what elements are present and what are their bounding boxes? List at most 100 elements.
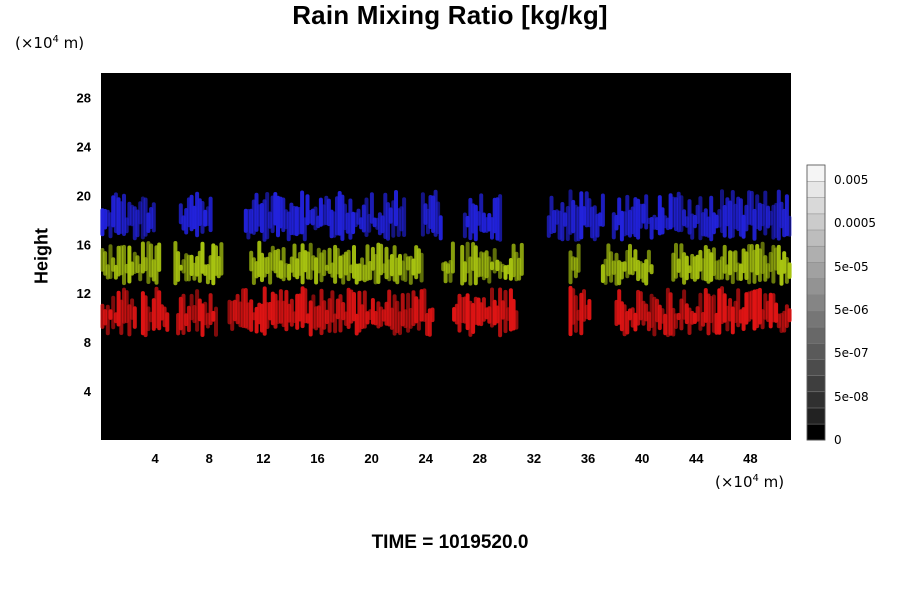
x-tick-label: 32 bbox=[527, 451, 541, 466]
layer-1-cell bbox=[787, 262, 792, 279]
layer-1-cell bbox=[308, 242, 313, 280]
layer-2-cell bbox=[514, 310, 519, 330]
layer-0 bbox=[100, 189, 792, 242]
colorbar-swatch bbox=[806, 213, 826, 231]
colorbar-label: 0.0005 bbox=[834, 216, 876, 230]
colorbar-label: 5e-07 bbox=[834, 346, 869, 360]
colorbar-swatch bbox=[806, 391, 826, 409]
layer-0-cell bbox=[208, 196, 213, 233]
colorbar-swatch bbox=[806, 229, 826, 247]
layer-0-cell bbox=[660, 207, 665, 235]
layer-1-cell bbox=[684, 255, 689, 281]
x-axis-unit: (×104 m) bbox=[715, 473, 785, 491]
layer-2-cell bbox=[214, 306, 218, 337]
y-tick-label: 12 bbox=[77, 286, 91, 301]
colorbar-swatch bbox=[806, 164, 826, 182]
colorbar-swatch bbox=[806, 310, 826, 328]
y-tick-label: 8 bbox=[84, 335, 91, 350]
layer-0-cell bbox=[438, 215, 443, 241]
colorbar-swatch bbox=[806, 423, 826, 441]
x-tick-label: 28 bbox=[473, 451, 487, 466]
layer-1-cell bbox=[450, 241, 455, 274]
layer-2-cell bbox=[157, 290, 162, 331]
y-tick-label: 4 bbox=[84, 384, 92, 399]
y-tick-label: 28 bbox=[77, 90, 91, 105]
layer-1 bbox=[100, 240, 792, 286]
x-tick-label: 44 bbox=[689, 451, 704, 466]
layer-0-cell bbox=[369, 192, 374, 224]
layer-0-cell bbox=[560, 202, 565, 242]
y-tick-label: 24 bbox=[77, 139, 92, 154]
colorbar-swatch bbox=[806, 342, 826, 360]
colorbar-frame bbox=[806, 164, 826, 441]
layer-2-cell bbox=[132, 306, 137, 329]
layer-2-cell bbox=[422, 288, 427, 322]
layer-1-cell bbox=[609, 251, 614, 283]
layer-0-cell bbox=[579, 191, 584, 240]
colorbar-label: 5e-05 bbox=[834, 260, 869, 274]
colorbar-swatch bbox=[806, 245, 826, 263]
layer-2-cell bbox=[146, 306, 151, 332]
layer-2-cell bbox=[587, 299, 592, 321]
layer-0-cell bbox=[600, 193, 605, 227]
colorbar-label: 5e-06 bbox=[834, 303, 869, 317]
x-tick-label: 36 bbox=[581, 451, 595, 466]
x-tick-label: 8 bbox=[206, 451, 213, 466]
layer-2-cell bbox=[498, 287, 503, 338]
x-tick-label: 16 bbox=[310, 451, 324, 466]
layer-1-cell bbox=[219, 242, 224, 276]
x-tick-label: 48 bbox=[743, 451, 757, 466]
layer-0-cell bbox=[776, 189, 781, 241]
layer-1-cell bbox=[487, 256, 492, 284]
layer-1-cell bbox=[649, 264, 654, 275]
layer-1-cell bbox=[419, 252, 424, 283]
layer-2-cell bbox=[787, 308, 792, 323]
x-tick-label: 4 bbox=[152, 451, 160, 466]
colorbar-swatch bbox=[806, 407, 826, 425]
colorbar-swatch bbox=[806, 261, 826, 279]
colorbar-label: 0.005 bbox=[834, 173, 868, 187]
colorbar-swatch bbox=[806, 358, 826, 376]
layer-1-cell bbox=[576, 243, 581, 273]
y-axis-unit: (×104 m) bbox=[15, 34, 85, 52]
layer-0-cell bbox=[420, 192, 425, 237]
layer-2 bbox=[100, 285, 792, 338]
colorbar: 0.005 0.0005 5e-05 5e-06 5e-07 5e-08 0 bbox=[806, 164, 876, 447]
colorbar-swatch bbox=[806, 326, 826, 344]
plot-area bbox=[100, 73, 792, 440]
layer-2-cell bbox=[430, 307, 435, 323]
layer-2-cell bbox=[249, 299, 254, 332]
colorbar-swatch bbox=[806, 294, 826, 312]
layer-2-cell bbox=[105, 304, 110, 336]
layer-1-cell bbox=[346, 249, 351, 282]
layer-1-cell bbox=[322, 249, 327, 277]
time-label: TIME = 1019520.0 bbox=[371, 532, 529, 553]
y-tick-label: 16 bbox=[77, 237, 91, 252]
colorbar-swatch bbox=[806, 180, 826, 198]
x-tick-label: 12 bbox=[256, 451, 270, 466]
layer-2-cell bbox=[165, 312, 170, 332]
chart-title: Rain Mixing Ratio [kg/kg] bbox=[292, 0, 608, 30]
layer-0-cell bbox=[200, 201, 205, 234]
layer-2-cell bbox=[352, 292, 356, 322]
layer-2-cell bbox=[503, 289, 508, 334]
layer-1-cell bbox=[122, 244, 126, 286]
layer-0-cell bbox=[402, 197, 407, 237]
layer-0-cell bbox=[787, 215, 792, 237]
layer-2-cell bbox=[111, 295, 116, 330]
layer-2-cell bbox=[573, 295, 578, 333]
layer-2-cell bbox=[333, 313, 338, 334]
colorbar-swatch bbox=[806, 277, 826, 295]
colorbar-swatch bbox=[806, 197, 826, 215]
layer-1-cell bbox=[157, 242, 162, 272]
layer-1-cell bbox=[519, 242, 524, 276]
layer-0-cell bbox=[644, 194, 649, 230]
colorbar-label: 5e-08 bbox=[834, 390, 869, 404]
layer-0-cell bbox=[498, 194, 503, 242]
colorbar-label: 0 bbox=[834, 433, 842, 447]
x-tick-label: 24 bbox=[418, 451, 433, 466]
x-tick-label: 20 bbox=[364, 451, 378, 466]
y-tick-label: 20 bbox=[77, 188, 91, 203]
